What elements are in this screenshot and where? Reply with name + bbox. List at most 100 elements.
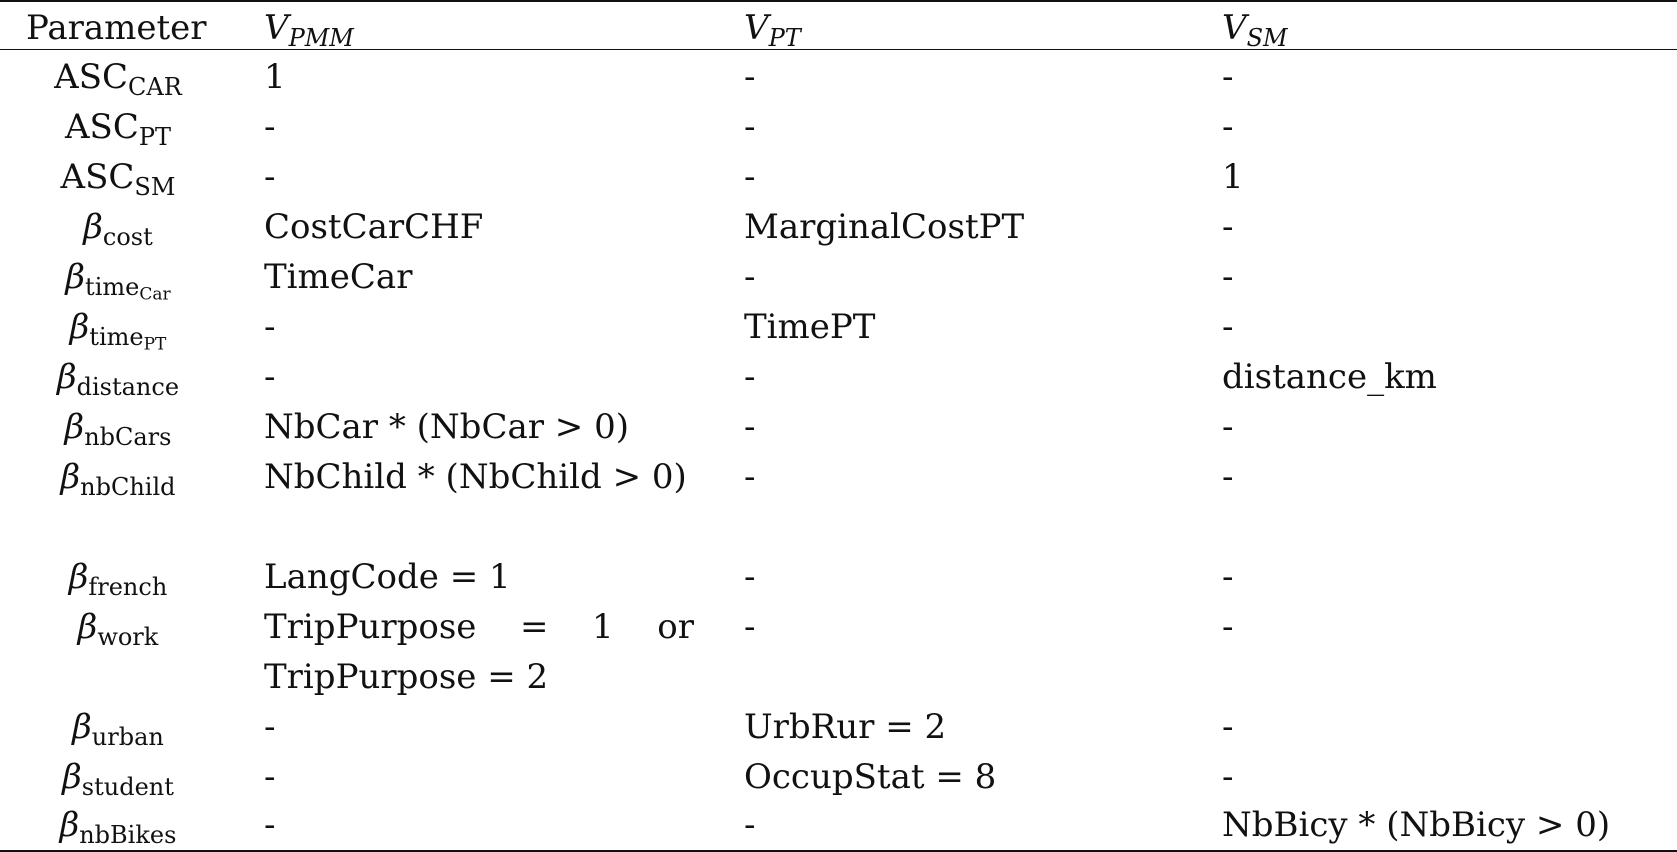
pt-cell: -: [744, 607, 756, 647]
table-row: βtimePT - TimePT -: [0, 302, 1677, 355]
pmm-cell: -: [264, 757, 276, 797]
pt-cell: -: [744, 457, 756, 497]
table-row: βwork TripPurpose = 1 or TripPurpose = 2…: [0, 602, 1677, 702]
header-v-pmm: VPMM: [264, 2, 704, 54]
param-subscript: student: [81, 773, 174, 802]
table-row: ASCPT - - -: [0, 102, 1677, 152]
table-bottom-rule: [0, 850, 1677, 852]
param-subscript: cost: [102, 223, 153, 252]
param-cell: βnbChild: [0, 452, 236, 502]
param-subscript: french: [88, 573, 168, 602]
param-cell: βurban: [0, 702, 236, 752]
pmm-cell: NbChild * (NbChild > 0): [264, 457, 687, 497]
pmm-cell: -: [264, 107, 276, 147]
pmm-cell: CostCarCHF: [264, 207, 484, 247]
param-subscript: distance: [76, 373, 180, 402]
param-symbol: ASC: [60, 157, 135, 197]
param-symbol: ASC: [64, 107, 139, 147]
pmm-cell: -: [264, 307, 276, 347]
table-row: βnbBikes - - NbBicy * (NbBicy > 0): [0, 800, 1677, 850]
sm-cell: distance_km: [1222, 357, 1437, 397]
header-v-pt-base: V: [744, 8, 769, 48]
param-symbol: β: [77, 607, 98, 647]
header-v-sm-sub: SM: [1246, 24, 1288, 53]
header-parameter: Parameter: [26, 8, 207, 48]
param-cell: βnbBikes: [0, 800, 236, 850]
param-subscript: nbCars: [84, 423, 172, 452]
param-symbol: β: [68, 557, 89, 597]
param-subscript: PT: [138, 123, 172, 152]
sm-cell: -: [1222, 557, 1234, 597]
header-v-pmm-base: V: [264, 8, 289, 48]
header-v-pmm-sub: PMM: [288, 24, 354, 53]
param-cell: βnbCars: [0, 402, 236, 452]
table-row: βfrench LangCode = 1 - -: [0, 552, 1677, 602]
sm-cell: -: [1222, 307, 1234, 347]
param-cell: βdistance: [0, 352, 236, 402]
param-symbol: β: [65, 257, 86, 297]
table-row: βstudent - OccupStat = 8 -: [0, 752, 1677, 802]
param-subscript: work: [97, 623, 159, 652]
param-cell: βcost: [0, 202, 236, 252]
sm-cell: -: [1222, 607, 1234, 647]
pt-cell: UrbRur = 2: [744, 707, 947, 747]
pt-cell: -: [744, 407, 756, 447]
table-header-row: Parameter VPMM VPT VSM: [0, 2, 1677, 52]
pt-cell: -: [744, 357, 756, 397]
pt-cell: -: [744, 805, 756, 845]
param-symbol: β: [59, 805, 80, 845]
pt-cell: -: [744, 107, 756, 147]
param-subscript: nbBikes: [79, 821, 177, 850]
sm-cell: NbBicy * (NbBicy > 0): [1222, 805, 1611, 845]
param-symbol: β: [64, 407, 85, 447]
sm-cell: -: [1222, 57, 1234, 97]
param-subscript-main: time: [85, 273, 140, 302]
param-subscript: timePT: [89, 323, 167, 355]
pmm-cell: -: [264, 805, 276, 845]
table-row: βurban - UrbRur = 2 -: [0, 702, 1677, 752]
param-subscript: SM: [134, 173, 176, 202]
param-subscript: nbChild: [80, 473, 176, 502]
table-row: ASCCAR 1 - -: [0, 52, 1677, 102]
param-subscript-main: time: [89, 323, 144, 352]
param-subscript: urban: [91, 723, 164, 752]
header-v-sm-base: V: [1222, 8, 1247, 48]
param-subscript: CAR: [128, 73, 182, 102]
table-row: βnbCars NbCar * (NbCar > 0) - -: [0, 402, 1677, 452]
param-cell: βtimePT: [0, 302, 236, 355]
sm-cell: -: [1222, 757, 1234, 797]
param-symbol: β: [60, 457, 81, 497]
sm-cell: 1: [1222, 157, 1244, 197]
pmm-cell: -: [264, 357, 276, 397]
table-row: βnbChild NbChild * (NbChild > 0) - -: [0, 452, 1677, 552]
sm-cell: -: [1222, 257, 1234, 297]
param-symbol: β: [72, 707, 92, 747]
pt-cell: -: [744, 557, 756, 597]
header-v-pt: VPT: [744, 2, 1214, 54]
pt-cell: TimePT: [744, 307, 876, 347]
table-row: βtimeCar TimeCar - -: [0, 252, 1677, 305]
param-subscript-nested: Car: [139, 284, 171, 305]
sm-cell: -: [1222, 457, 1234, 497]
header-v-pt-sub: PT: [768, 24, 801, 53]
pt-cell: -: [744, 157, 756, 197]
sm-cell: -: [1222, 407, 1234, 447]
param-symbol: β: [69, 307, 90, 347]
pmm-cell: -: [264, 707, 276, 747]
param-symbol: β: [83, 207, 103, 247]
header-v-sm: VSM: [1222, 2, 1672, 54]
pt-cell: MarginalCostPT: [744, 207, 1025, 247]
sm-cell: -: [1222, 707, 1234, 747]
pt-cell: -: [744, 57, 756, 97]
param-cell: ASCPT: [0, 102, 236, 152]
pmm-cell: 1: [264, 57, 286, 97]
param-subscript-nested: PT: [143, 334, 167, 355]
sm-cell: -: [1222, 107, 1234, 147]
param-symbol: ASC: [54, 57, 129, 97]
pt-cell: -: [744, 257, 756, 297]
param-symbol: β: [62, 757, 82, 797]
pmm-cell: LangCode = 1: [264, 557, 511, 597]
param-symbol: β: [56, 357, 77, 397]
pmm-cell: TripPurpose = 1 or TripPurpose = 2: [264, 607, 694, 697]
pmm-cell: -: [264, 157, 276, 197]
